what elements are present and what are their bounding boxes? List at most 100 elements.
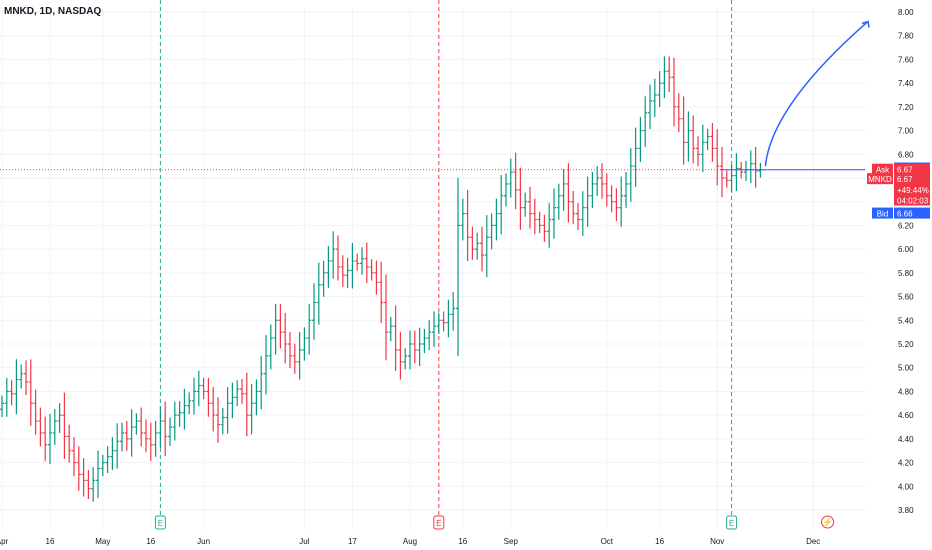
price-tag-name: Bid	[877, 210, 889, 219]
price-bar	[187, 392, 192, 415]
price-bar	[528, 186, 532, 229]
price-bar	[700, 124, 705, 173]
price-bar	[475, 232, 480, 260]
price-bar	[326, 246, 331, 288]
time-tick-label: Oct	[601, 537, 614, 546]
price-bar	[710, 122, 715, 162]
price-tick-label: 6.20	[898, 221, 914, 230]
price-tag-box	[894, 163, 930, 175]
price-bar	[134, 413, 139, 435]
grid-layer	[0, 8, 865, 530]
price-bar	[662, 56, 667, 99]
price-bar	[0, 395, 4, 417]
price-tag-box	[894, 183, 930, 195]
price-bar	[547, 203, 552, 248]
price-bar	[201, 377, 206, 400]
price-bar	[624, 171, 628, 208]
price-bar	[355, 253, 360, 271]
price-bar	[192, 377, 196, 415]
earnings-marker-label: E	[729, 519, 734, 528]
price-bar	[350, 242, 355, 289]
price-bar	[691, 115, 696, 164]
price-bar	[364, 242, 369, 283]
price-bar	[225, 387, 230, 434]
price-bar	[681, 96, 686, 165]
price-bar	[672, 57, 676, 127]
price-tick-label: 4.80	[898, 387, 914, 396]
price-bar	[456, 177, 460, 357]
price-bar	[297, 332, 302, 380]
price-bar	[724, 170, 729, 188]
price-bar	[340, 255, 345, 287]
earnings-marker	[433, 515, 445, 530]
price-bar	[393, 305, 398, 371]
price-tick-label: 7.40	[898, 79, 914, 88]
price-bar	[268, 324, 273, 370]
price-bar	[331, 231, 336, 279]
price-bar	[729, 164, 734, 192]
time-tick-label: Dec	[806, 537, 820, 546]
price-bar	[518, 167, 523, 230]
price-bar	[216, 397, 220, 443]
price-bar	[172, 401, 177, 441]
projection-arrow	[764, 20, 869, 167]
price-bar	[412, 330, 417, 364]
price-bar	[158, 406, 163, 448]
price-bar	[720, 146, 724, 198]
price-bar	[360, 247, 364, 275]
price-tick-label: 4.40	[898, 435, 914, 444]
price-bar	[705, 128, 710, 151]
price-bar	[384, 274, 388, 361]
price-bar	[264, 335, 268, 395]
price-bar	[628, 148, 633, 202]
price-bar	[417, 327, 422, 367]
price-bar	[446, 299, 451, 338]
price-bar	[638, 116, 643, 162]
price-bar	[633, 127, 638, 187]
price-bar	[532, 198, 537, 235]
price-tick-label: 4.20	[898, 459, 914, 468]
price-tag-name: MNKD	[868, 175, 892, 184]
price-bar	[494, 198, 499, 241]
price-bar	[667, 56, 672, 93]
price-bar	[604, 173, 609, 207]
price-bar	[33, 389, 38, 435]
price-bar	[739, 161, 744, 179]
price-bar	[81, 458, 86, 497]
price-bar	[643, 96, 648, 148]
price-bar	[307, 303, 312, 355]
price-bar	[19, 364, 24, 389]
price-bar	[43, 416, 48, 462]
price-tick-label: 4.60	[898, 411, 914, 420]
price-bar	[374, 260, 379, 295]
price-tick-label: 4.00	[898, 482, 914, 491]
price-bar	[240, 379, 244, 404]
price-bar	[571, 191, 576, 225]
price-tick-label: 7.00	[898, 127, 914, 136]
price-bar	[52, 408, 57, 446]
time-tick-label: Jun	[197, 537, 210, 546]
price-bar	[470, 226, 475, 260]
price-bar	[38, 407, 43, 447]
price-tag-name-box	[867, 173, 893, 185]
price-bar	[504, 173, 508, 207]
price-bar	[595, 166, 600, 196]
price-bar	[288, 331, 292, 368]
time-axis[interactable]: Apr 16 May 16 Jun Jul 17 Aug 16 Sep Oct 16 Nov Dec	[0, 537, 820, 546]
time-tick-label: Sep	[504, 537, 519, 546]
price-bar	[28, 359, 33, 426]
price-tag-box	[894, 207, 930, 219]
candles-layer	[0, 56, 763, 502]
price-tag-value: 6.67	[897, 166, 913, 175]
price-bar	[163, 401, 168, 457]
price-bar	[523, 192, 528, 217]
price-bar	[321, 260, 326, 297]
price-bar	[600, 163, 604, 199]
price-bar	[249, 384, 254, 435]
price-bar	[76, 446, 81, 491]
time-tick-label: 16	[146, 537, 155, 546]
price-tick-label: 5.00	[898, 364, 914, 373]
price-bar	[556, 183, 561, 220]
price-bar	[369, 259, 374, 281]
